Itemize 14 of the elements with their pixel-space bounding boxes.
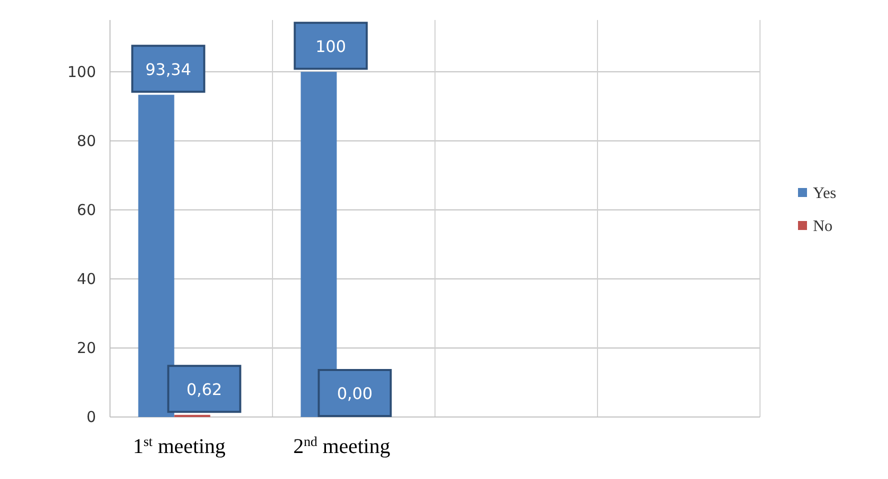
y-tick-label: 60 (76, 200, 96, 219)
y-tick-label: 80 (76, 132, 96, 150)
data-label: 93,34 (145, 60, 192, 79)
data-label: 0,62 (186, 380, 222, 399)
y-tick-label: 40 (76, 270, 96, 288)
data-label: 0,00 (336, 384, 373, 403)
y-tick-label: 100 (67, 62, 96, 81)
legend-label: No (813, 218, 833, 235)
data-label: 100 (315, 36, 346, 56)
y-tick-label: 20 (76, 338, 96, 357)
x-tick-label: 2$^{nd}$ meeting (293, 434, 391, 458)
x-tick-label: 1$^{st}$ meeting (132, 434, 226, 458)
legend-label: Yes (813, 185, 836, 202)
y-tick-label: 0 (86, 408, 96, 426)
